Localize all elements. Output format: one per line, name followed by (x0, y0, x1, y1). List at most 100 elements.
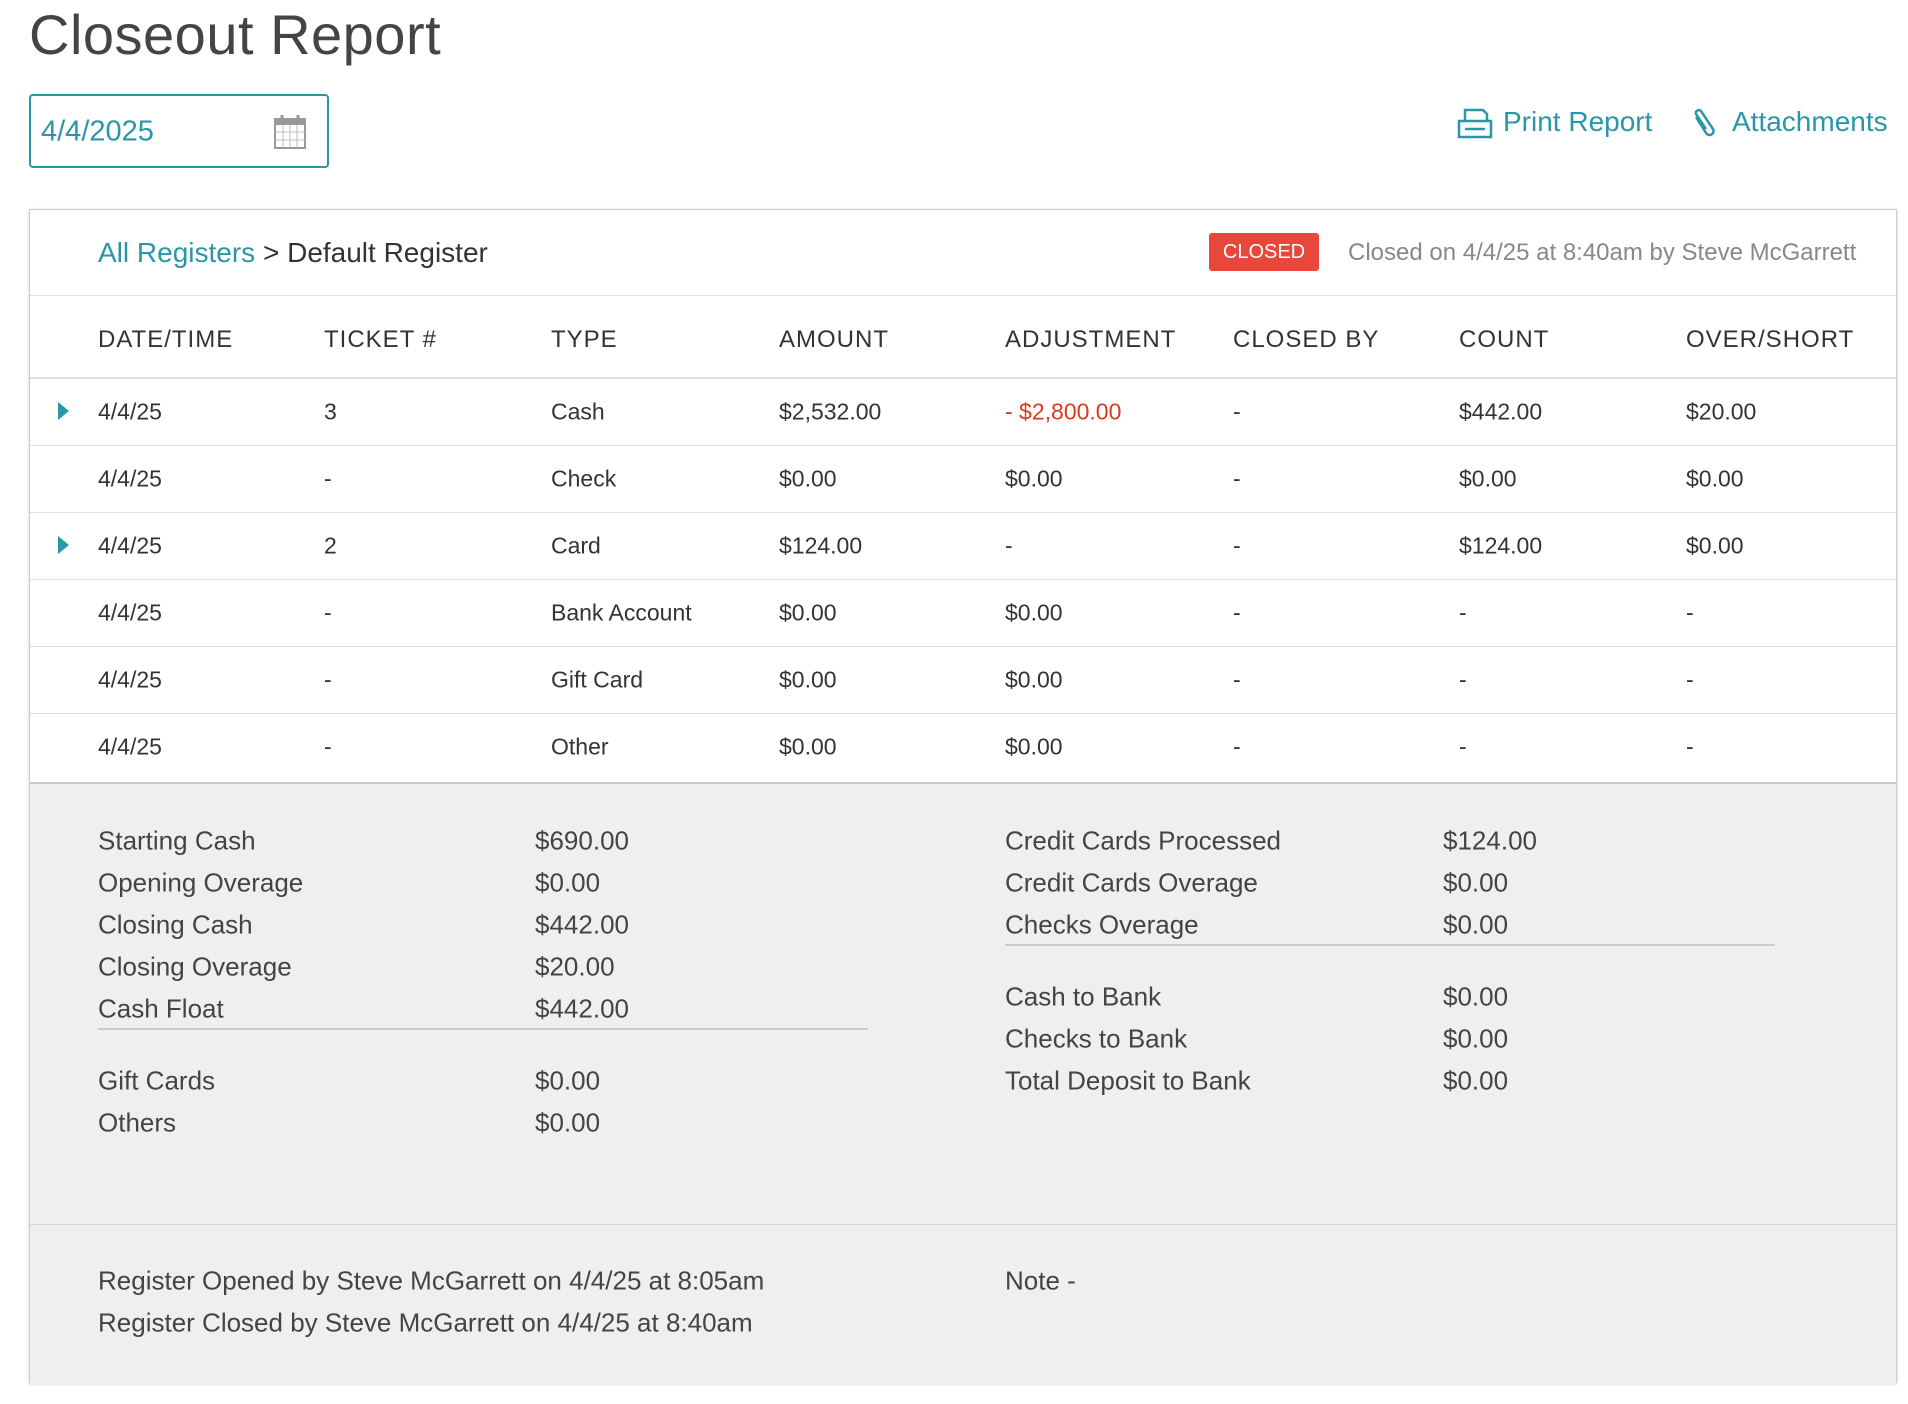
print-icon (1457, 108, 1493, 139)
row-divider (30, 512, 1896, 513)
divider (30, 377, 1896, 379)
cell: - (1233, 532, 1241, 559)
cell: 4/4/25 (98, 599, 162, 626)
cell: 3 (324, 398, 337, 425)
cell: - (1459, 733, 1467, 760)
summary-value: $442.00 (535, 993, 629, 1024)
column-header: CLOSED BY (1233, 326, 1380, 353)
summary-value: $0.00 (535, 1065, 601, 1096)
row-divider (30, 579, 1896, 580)
summary-divider (98, 1028, 868, 1030)
cell: - (1686, 666, 1694, 693)
column-header: TICKET # (324, 326, 437, 353)
divider (30, 1224, 1896, 1225)
cell: $0.00 (1005, 599, 1063, 626)
print-report-link[interactable]: Print Report (1503, 106, 1653, 137)
summary-label: Total Deposit to Bank (1005, 1065, 1251, 1096)
cell: $0.00 (779, 599, 837, 626)
cell: - (324, 666, 332, 693)
cell: - (1233, 465, 1241, 492)
cell: - (324, 465, 332, 492)
summary-value: $690.00 (535, 825, 629, 856)
summary-value: $0.00 (1443, 1023, 1509, 1054)
footer-log: Register Closed by Steve McGarrett on 4/… (98, 1307, 753, 1338)
summary-label: Starting Cash (98, 825, 256, 856)
expand-toggle[interactable] (58, 536, 69, 554)
cell: Gift Card (551, 666, 644, 693)
cell: - (1005, 532, 1013, 559)
summary-value: $0.00 (535, 867, 601, 898)
summary-label: Credit Cards Overage (1005, 867, 1258, 898)
cell: - (1459, 599, 1467, 626)
cell: - (324, 733, 332, 760)
cell: $0.00 (779, 465, 837, 492)
summary-label: Checks Overage (1005, 909, 1199, 940)
expand-toggle[interactable] (58, 402, 69, 420)
cell: 4/4/25 (98, 666, 162, 693)
cell: Other (551, 733, 609, 760)
cell: - (1233, 599, 1241, 626)
cell: - (1459, 666, 1467, 693)
column-header: DATE/TIME (98, 326, 234, 353)
row-divider (30, 445, 1896, 446)
date-value: 4/4/2025 (41, 115, 154, 148)
cell: 2 (324, 532, 337, 559)
divider (30, 295, 1896, 296)
cell: $0.00 (1686, 532, 1744, 559)
summary-value: $0.00 (1443, 909, 1509, 940)
summary-label: Checks to Bank (1005, 1023, 1188, 1054)
row-divider (30, 713, 1896, 714)
register-panel: All Registers > Default Register CLOSED … (29, 209, 1897, 1384)
date-input[interactable]: 4/4/2025 (29, 94, 329, 168)
row-divider (30, 646, 1896, 647)
cell: 4/4/25 (98, 532, 162, 559)
summary-label: Credit Cards Processed (1005, 825, 1281, 856)
breadcrumb: All Registers > Default Register (98, 237, 488, 269)
column-header: AMOUNT (779, 326, 889, 353)
cell: $0.00 (1005, 666, 1063, 693)
cell: 4/4/25 (98, 733, 162, 760)
cell: $20.00 (1686, 398, 1757, 425)
cell: $2,532.00 (779, 398, 882, 425)
summary-value: $20.00 (535, 951, 615, 982)
summary-area (30, 782, 1896, 1384)
footer-note: Note - (1005, 1265, 1076, 1296)
column-header: COUNT (1459, 326, 1550, 353)
column-header: ADJUSTMENT (1005, 326, 1177, 353)
summary-value: $442.00 (535, 909, 629, 940)
breadcrumb-link[interactable]: All Registers (98, 237, 256, 268)
summary-label: Cash Float (98, 993, 224, 1024)
cell: - (1233, 398, 1241, 425)
cell: $0.00 (779, 733, 837, 760)
summary-value: $0.00 (1443, 867, 1509, 898)
cell: $0.00 (1005, 733, 1063, 760)
cell: 4/4/25 (98, 398, 162, 425)
paperclip-icon (1694, 108, 1715, 137)
calendar-icon (274, 115, 306, 149)
cell: - (1686, 733, 1694, 760)
summary-label: Closing Overage (98, 951, 292, 982)
column-header: TYPE (551, 326, 618, 353)
summary-label: Opening Overage (98, 867, 304, 898)
cell: $0.00 (1005, 465, 1063, 492)
cell: - $2,800.00 (1005, 398, 1122, 425)
closed-info: Closed on 4/4/25 at 8:40am by Steve McGa… (1348, 239, 1857, 266)
status-badge: CLOSED (1209, 233, 1319, 271)
attachments-link[interactable]: Attachments (1732, 106, 1888, 137)
cell: $0.00 (1686, 465, 1744, 492)
summary-label: Others (98, 1107, 177, 1138)
summary-value: $0.00 (1443, 1065, 1509, 1096)
summary-label: Gift Cards (98, 1065, 216, 1096)
cell: - (1686, 599, 1694, 626)
cell: 4/4/25 (98, 465, 162, 492)
cell: $124.00 (779, 532, 863, 559)
cell: Card (551, 532, 601, 559)
footer-log: Register Opened by Steve McGarrett on 4/… (98, 1265, 765, 1296)
summary-value: $124.00 (1443, 825, 1537, 856)
summary-label: Cash to Bank (1005, 981, 1162, 1012)
cell: - (324, 599, 332, 626)
cell: - (1233, 733, 1241, 760)
column-header: OVER/SHORT (1686, 326, 1855, 353)
breadcrumb-separator: > (262, 237, 280, 268)
